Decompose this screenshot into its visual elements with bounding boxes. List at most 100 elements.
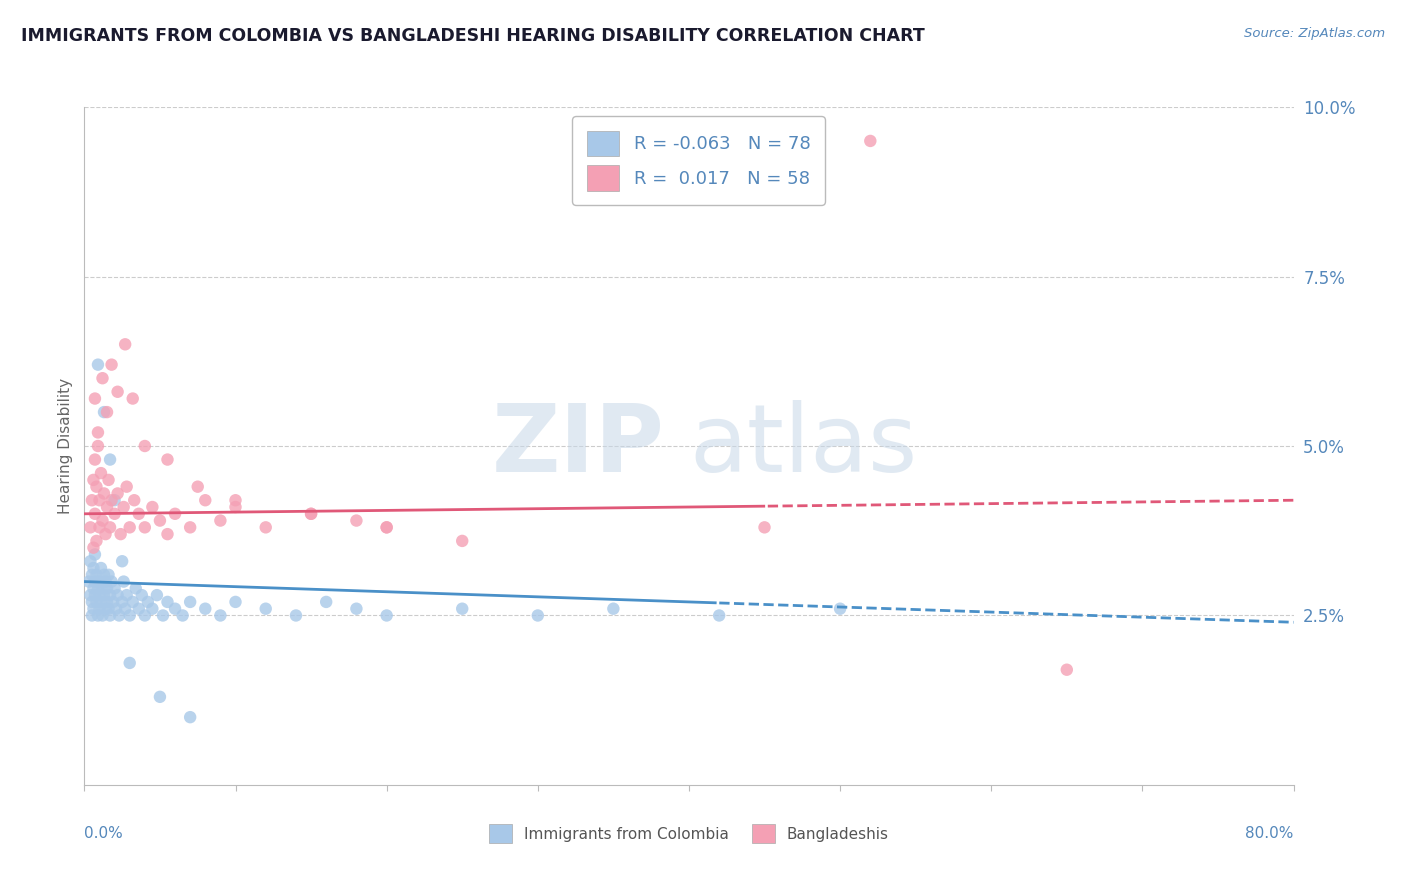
Point bbox=[141, 500, 163, 514]
Point bbox=[165, 601, 187, 615]
Point bbox=[80, 493, 103, 508]
Point bbox=[346, 514, 368, 528]
Point bbox=[254, 520, 277, 534]
Point bbox=[194, 601, 217, 615]
Point bbox=[98, 608, 121, 623]
Point bbox=[86, 533, 108, 548]
Point bbox=[101, 595, 124, 609]
Point bbox=[112, 500, 135, 514]
Point bbox=[107, 486, 129, 500]
Point bbox=[79, 554, 101, 568]
Point bbox=[134, 439, 156, 453]
Point bbox=[84, 392, 107, 406]
Point bbox=[82, 473, 104, 487]
Point bbox=[141, 601, 163, 615]
Point bbox=[82, 582, 104, 596]
Point bbox=[104, 493, 127, 508]
Point bbox=[89, 601, 111, 615]
Point bbox=[375, 520, 398, 534]
Point bbox=[91, 514, 114, 528]
Point bbox=[84, 548, 107, 562]
Point bbox=[89, 520, 111, 534]
Point bbox=[254, 601, 277, 615]
Point bbox=[94, 527, 117, 541]
Point bbox=[84, 574, 107, 589]
Point bbox=[172, 608, 194, 623]
Point bbox=[709, 608, 731, 623]
Point bbox=[179, 595, 201, 609]
Point bbox=[80, 608, 103, 623]
Point bbox=[91, 371, 114, 385]
Point bbox=[114, 337, 136, 351]
Point bbox=[90, 595, 112, 609]
Point bbox=[179, 520, 201, 534]
Point bbox=[118, 656, 141, 670]
Point bbox=[602, 601, 624, 615]
Point bbox=[98, 520, 121, 534]
Point bbox=[93, 405, 115, 419]
Point bbox=[128, 601, 150, 615]
Point bbox=[100, 358, 122, 372]
Point bbox=[110, 527, 132, 541]
Point bbox=[80, 567, 103, 582]
Point bbox=[375, 520, 398, 534]
Point bbox=[209, 608, 232, 623]
Point bbox=[149, 514, 172, 528]
Point bbox=[111, 554, 134, 568]
Point bbox=[82, 561, 104, 575]
Text: 0.0%: 0.0% bbox=[84, 826, 124, 840]
Text: 80.0%: 80.0% bbox=[1246, 826, 1294, 840]
Point bbox=[87, 358, 110, 372]
Point bbox=[87, 425, 110, 440]
Text: ZIP: ZIP bbox=[492, 400, 665, 492]
Point bbox=[156, 595, 179, 609]
Y-axis label: Hearing Disability: Hearing Disability bbox=[58, 378, 73, 514]
Point bbox=[79, 520, 101, 534]
Point bbox=[91, 608, 114, 623]
Point bbox=[187, 480, 209, 494]
Point bbox=[93, 486, 115, 500]
Point bbox=[285, 608, 308, 623]
Point bbox=[114, 601, 136, 615]
Point bbox=[91, 582, 114, 596]
Point bbox=[98, 452, 121, 467]
Point bbox=[86, 480, 108, 494]
Point bbox=[77, 574, 100, 589]
Point bbox=[225, 493, 247, 508]
Point bbox=[94, 601, 117, 615]
Point bbox=[112, 574, 135, 589]
Point bbox=[156, 452, 179, 467]
Point bbox=[754, 520, 776, 534]
Point bbox=[125, 582, 148, 596]
Point bbox=[121, 392, 143, 406]
Point bbox=[87, 608, 110, 623]
Point bbox=[90, 466, 112, 480]
Point bbox=[225, 500, 247, 514]
Point bbox=[82, 601, 104, 615]
Point bbox=[89, 574, 111, 589]
Point bbox=[830, 601, 852, 615]
Point bbox=[90, 561, 112, 575]
Point bbox=[156, 527, 179, 541]
Point bbox=[100, 574, 122, 589]
Point bbox=[315, 595, 337, 609]
Point bbox=[82, 541, 104, 555]
Point bbox=[84, 588, 107, 602]
Point bbox=[89, 493, 111, 508]
Point bbox=[299, 507, 322, 521]
Point bbox=[451, 533, 474, 548]
Point bbox=[108, 608, 131, 623]
Point bbox=[100, 493, 122, 508]
Point bbox=[346, 601, 368, 615]
Point bbox=[527, 608, 550, 623]
Point bbox=[299, 507, 322, 521]
Point bbox=[451, 601, 474, 615]
Point bbox=[128, 507, 150, 521]
Point bbox=[118, 608, 141, 623]
Legend: R = -0.063   N = 78, R =  0.017   N = 58: R = -0.063 N = 78, R = 0.017 N = 58 bbox=[572, 116, 825, 205]
Point bbox=[87, 439, 110, 453]
Point bbox=[97, 601, 120, 615]
Point bbox=[122, 493, 145, 508]
Point bbox=[104, 582, 127, 596]
Point bbox=[93, 567, 115, 582]
